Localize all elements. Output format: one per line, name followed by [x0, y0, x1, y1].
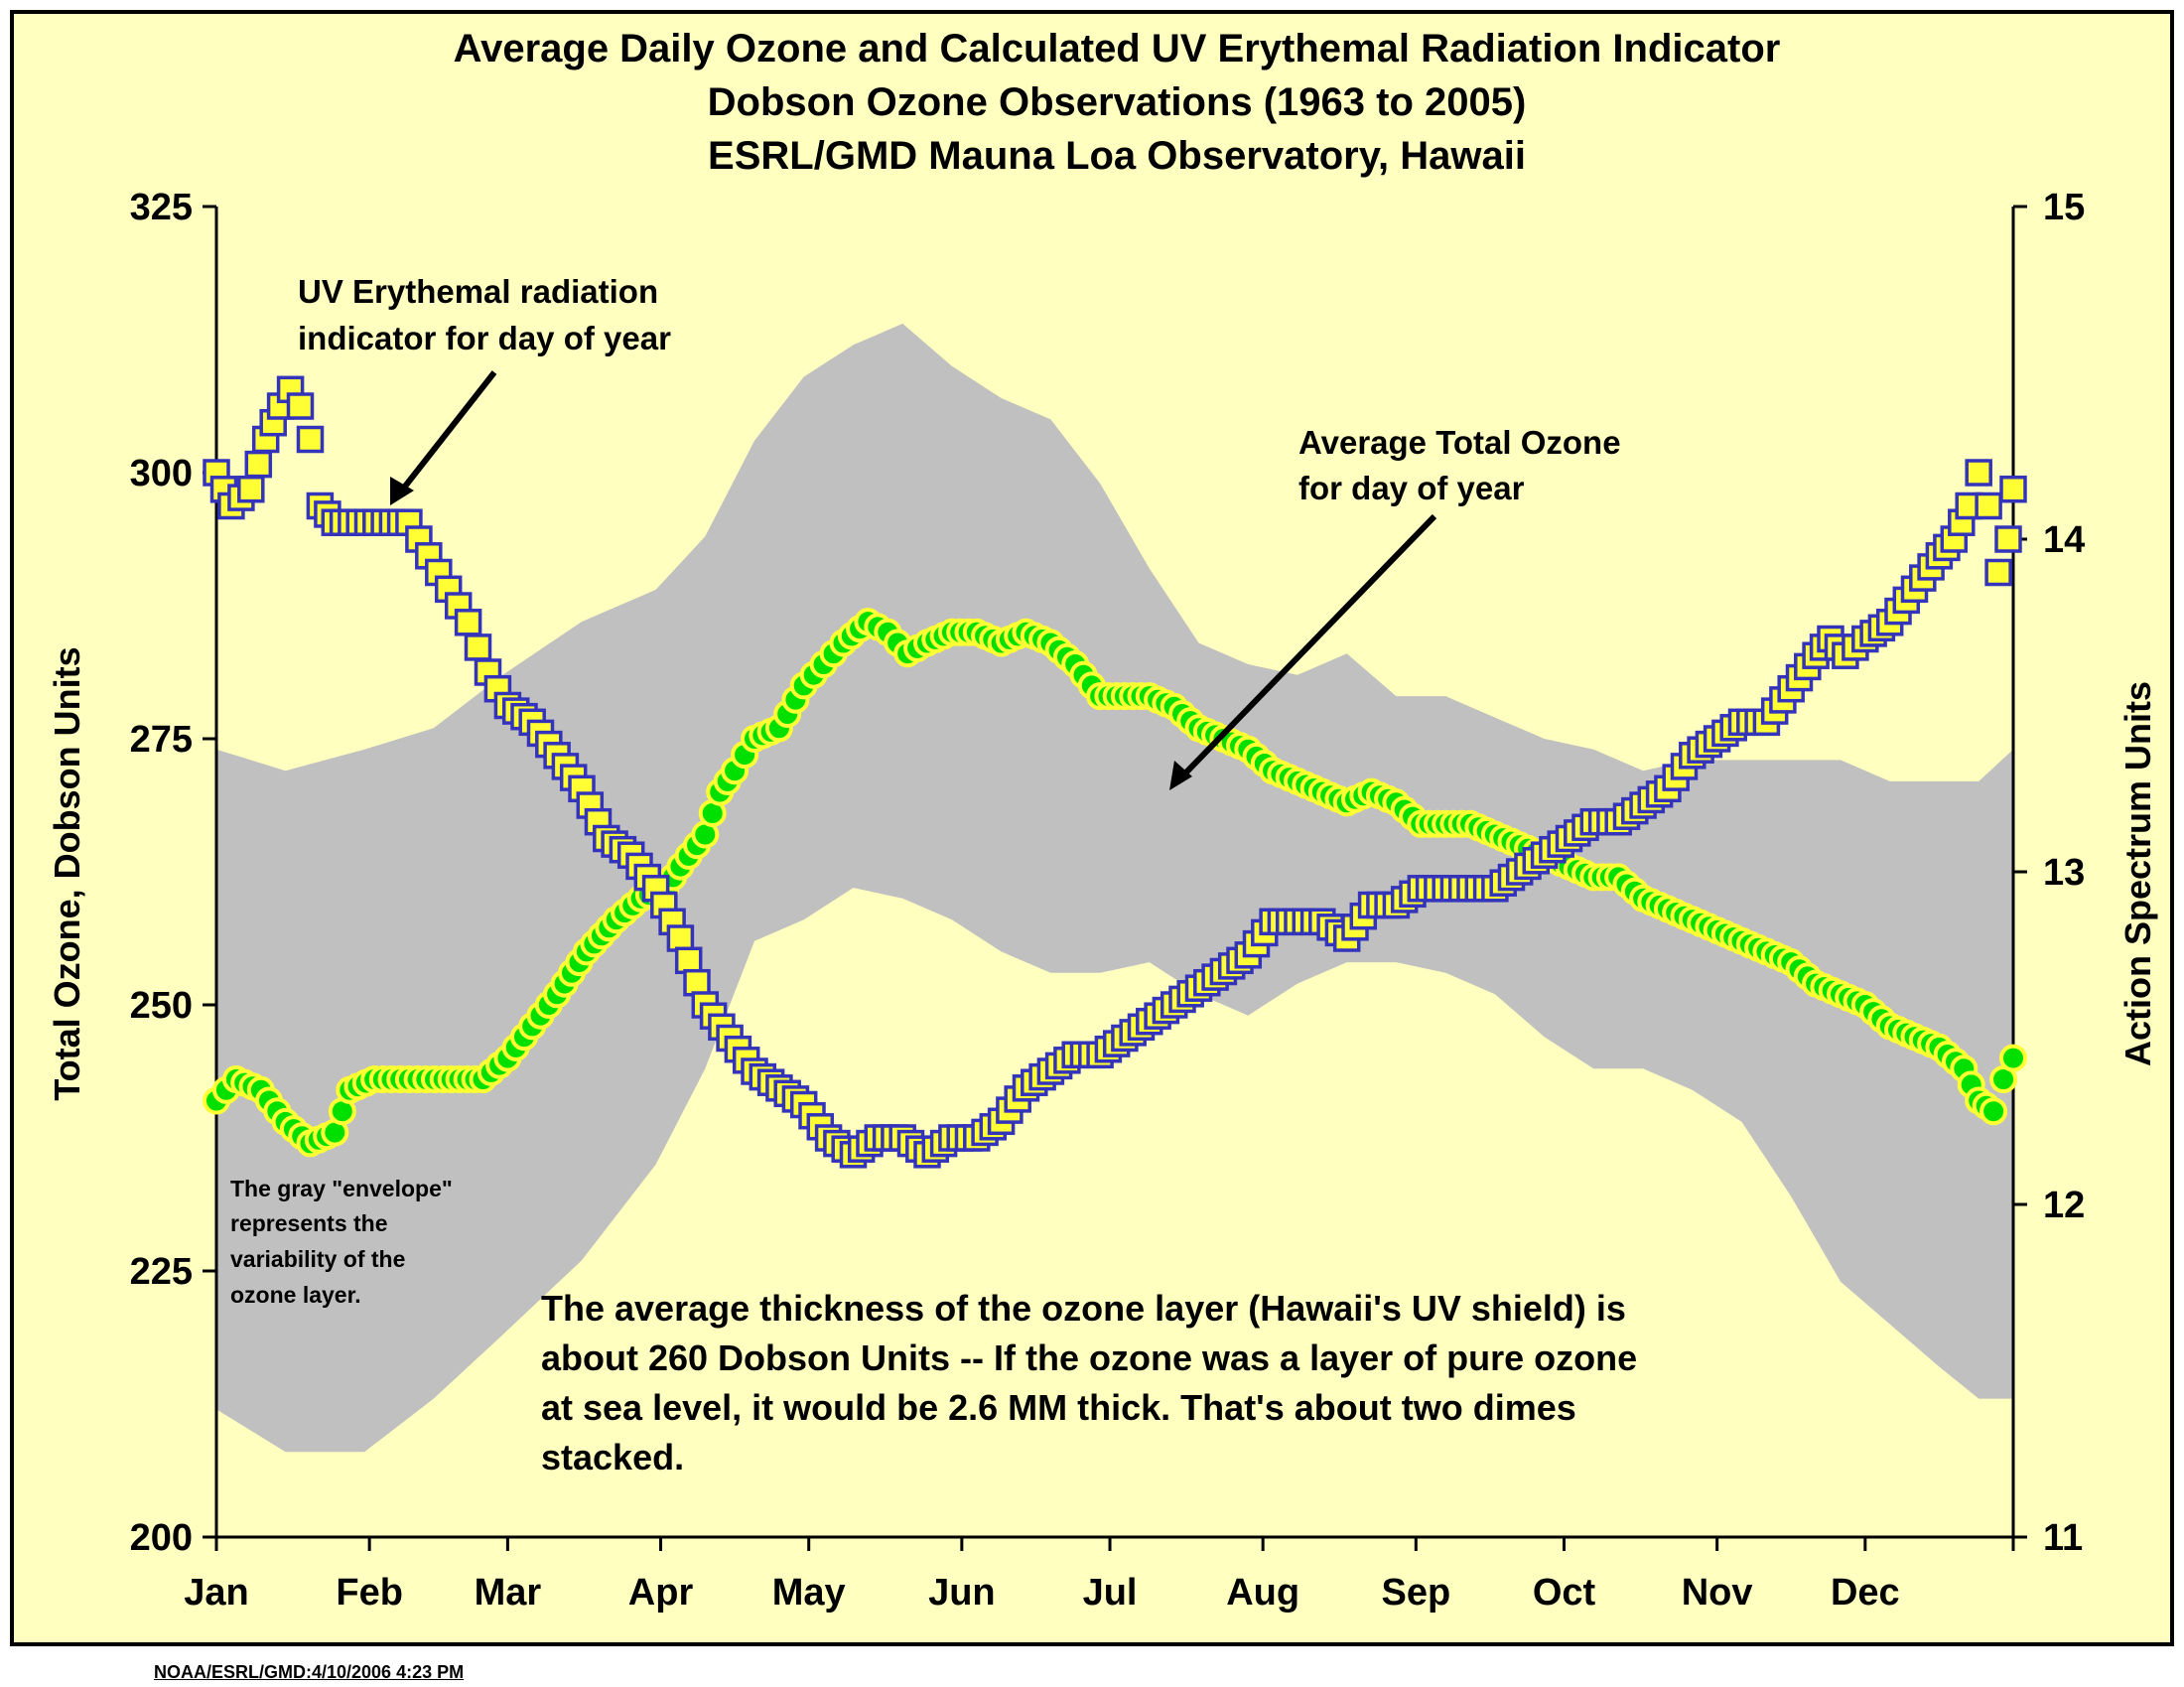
uv-arrow-head	[390, 477, 414, 505]
ozone-point	[1999, 1044, 2027, 1072]
x-tick-label: Feb	[336, 1572, 403, 1614]
thickness-note: The average thickness of the ozone layer…	[541, 1288, 1637, 1477]
envelope-note-line-4: ozone layer.	[230, 1282, 361, 1308]
uv-point	[1984, 558, 2012, 587]
y-right-tick-label: 15	[2043, 187, 2085, 228]
uv-point	[286, 392, 315, 420]
x-tick-label: Mar	[475, 1572, 542, 1614]
x-tick-label: Oct	[1533, 1572, 1596, 1614]
envelope-note-line-3: variability of the	[230, 1246, 405, 1272]
ozone-annotation-arrow	[1176, 513, 1437, 782]
thickness-note-line-1: The average thickness of the ozone layer…	[541, 1288, 1626, 1329]
envelope-note-line-1: The gray "envelope"	[230, 1176, 453, 1201]
envelope-note-line-2: represents the	[230, 1210, 388, 1236]
y-left-tick-label: 225	[130, 1251, 193, 1293]
title-line-3: ESRL/GMD Mauna Loa Observatory, Hawaii	[708, 134, 1526, 178]
uv-point	[1994, 525, 2022, 553]
uv-series	[203, 375, 2027, 1169]
envelope-note: The gray "envelope" represents the varia…	[230, 1176, 453, 1308]
x-tick-label: Apr	[628, 1572, 694, 1614]
uv-point	[666, 924, 695, 952]
footer-credit: NOAA/ESRL/GMD:4/10/2006 4:23 PM	[154, 1662, 465, 1682]
uv-annotation-line-2: indicator for day of year	[298, 320, 671, 356]
uv-point	[296, 425, 325, 454]
chart-title: Average Daily Ozone and Calculated UV Er…	[454, 27, 1781, 178]
x-tick-label: Nov	[1682, 1572, 1753, 1614]
y-left-tick-label: 300	[130, 453, 193, 494]
ozone-point	[1979, 1097, 2008, 1126]
y-left-tick-label: 200	[130, 1517, 193, 1559]
y-right-tick-label: 11	[2043, 1517, 2083, 1559]
uv-point	[683, 968, 711, 997]
x-tick-label: Sep	[1381, 1572, 1450, 1614]
ozone-arrow-head	[1169, 761, 1192, 790]
y-axis-left-label: Total Ozone, Dobson Units	[47, 646, 87, 1100]
y-left-tick-label: 275	[130, 719, 193, 761]
ozone-annotation: Average Total Ozone for day of year	[1169, 424, 1621, 790]
variability-envelope	[216, 323, 2013, 1453]
x-tick-label: Aug	[1226, 1572, 1299, 1614]
y-left-tick-label: 325	[130, 187, 193, 228]
y-right-tick-label: 14	[2043, 519, 2085, 561]
y-left-tick-label: 250	[130, 985, 193, 1027]
uv-point	[1965, 459, 1992, 487]
thickness-note-line-4: stacked.	[541, 1437, 684, 1477]
x-tick-label: May	[772, 1572, 846, 1614]
title-line-2: Dobson Ozone Observations (1963 to 2005)	[708, 80, 1527, 124]
uv-point	[464, 633, 492, 661]
ozone-annotation-line-2: for day of year	[1298, 470, 1525, 506]
title-line-1: Average Daily Ozone and Calculated UV Er…	[454, 27, 1781, 70]
envelope-area	[216, 323, 2013, 1453]
ozone-annotation-line-1: Average Total Ozone	[1298, 424, 1621, 461]
y-right-tick-label: 13	[2043, 852, 2085, 894]
uv-annotation-line-1: UV Erythemal radiation	[298, 273, 658, 310]
uv-annotation: UV Erythemal radiation indicator for day…	[298, 273, 671, 505]
axes: 200 225 250 275 300 325 11 12 13 14 15 Jan Feb Mar Apr…	[130, 187, 2086, 1614]
uv-point	[454, 609, 482, 636]
y-axis-right-label: Action Spectrum Units	[2117, 681, 2158, 1066]
uv-point	[674, 946, 703, 975]
uv-point	[237, 475, 265, 503]
uv-point	[244, 450, 273, 479]
uv-point	[1999, 475, 2027, 503]
x-tick-label: Jun	[928, 1572, 996, 1614]
uv-annotation-arrow	[394, 370, 497, 498]
x-tick-label: Jul	[1083, 1572, 1138, 1614]
y-right-tick-label: 12	[2043, 1185, 2085, 1226]
x-tick-label: Jan	[184, 1572, 248, 1614]
thickness-note-line-2: about 260 Dobson Units -- If the ozone w…	[541, 1337, 1637, 1378]
thickness-note-line-3: at sea level, it would be 2.6 MM thick. …	[541, 1387, 1576, 1428]
x-tick-label: Dec	[1831, 1572, 1900, 1614]
uv-point	[1975, 492, 2002, 520]
